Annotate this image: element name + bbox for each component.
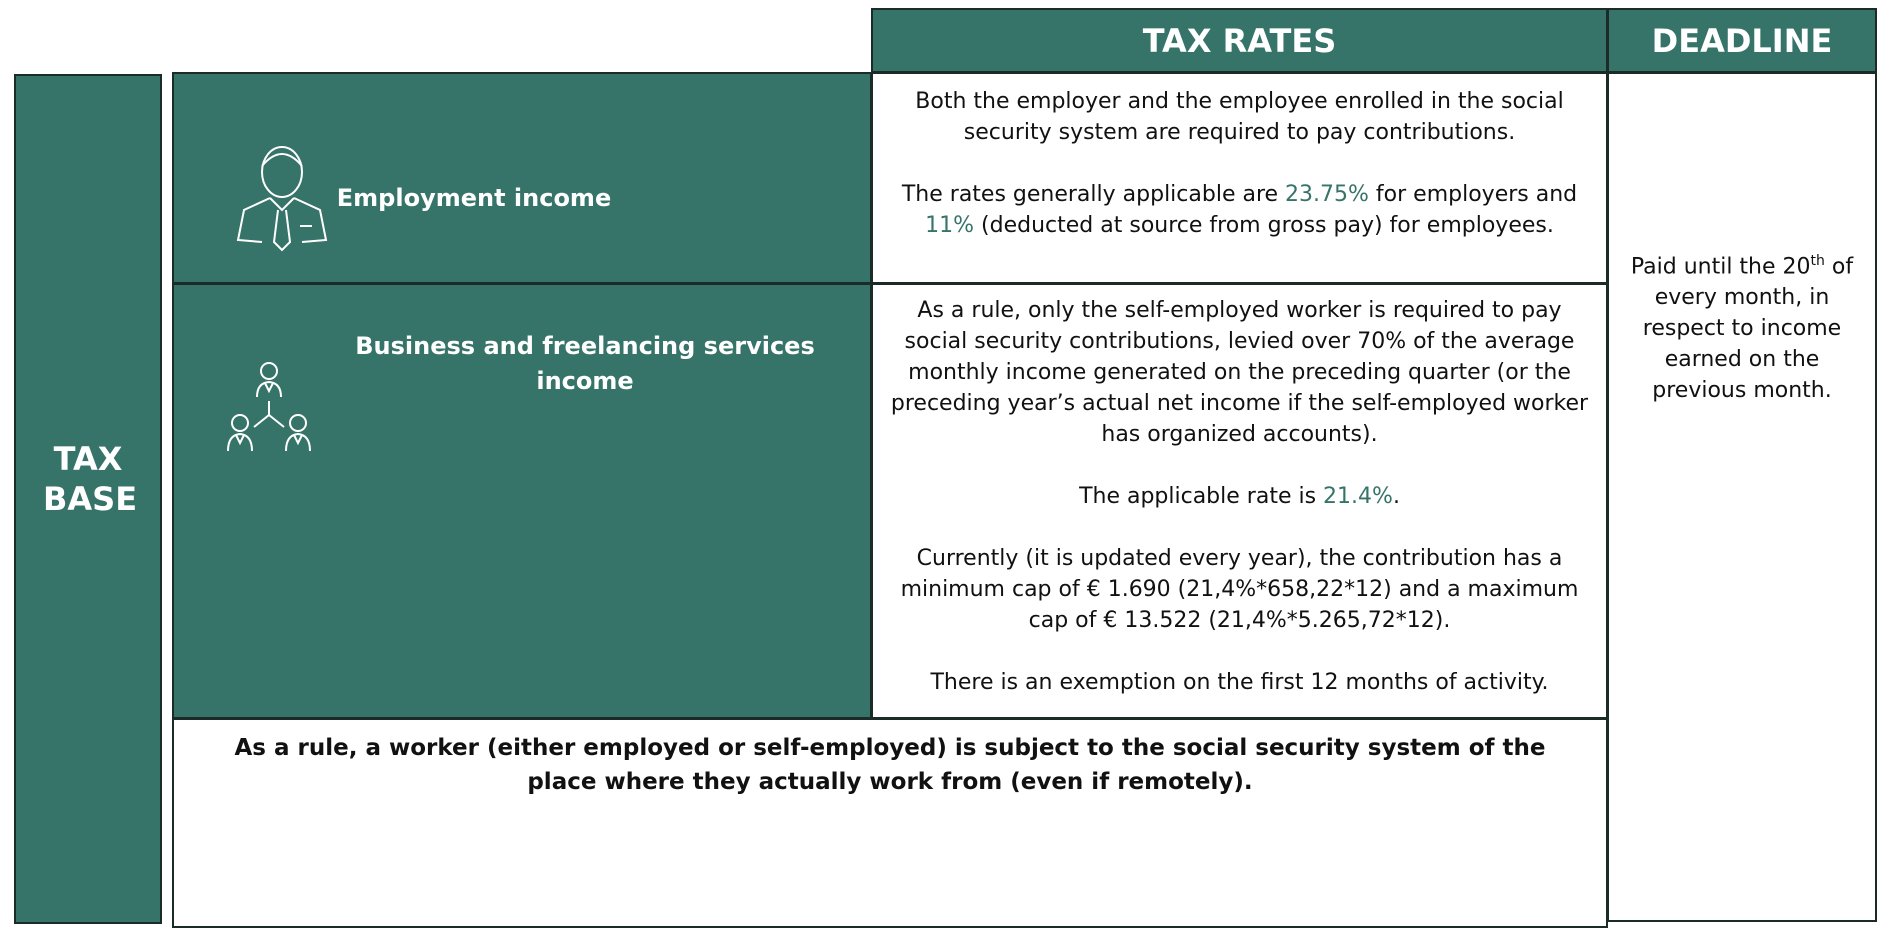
tax-base-column: TAX BASE bbox=[14, 74, 162, 924]
employment-rates-cell: Both the employer and the employee enrol… bbox=[871, 72, 1608, 284]
text: Paid until the 20 bbox=[1630, 254, 1811, 280]
paragraph: Currently (it is updated every year), th… bbox=[887, 543, 1592, 636]
header-text: DEADLINE bbox=[1651, 21, 1833, 60]
text: . bbox=[1392, 484, 1400, 509]
paragraph: Both the employer and the employee enrol… bbox=[887, 86, 1592, 148]
text: of every month, in respect to income ear… bbox=[1642, 254, 1854, 404]
text: The applicable rate is bbox=[1079, 484, 1324, 509]
tax-rates-header: TAX RATES bbox=[871, 8, 1608, 73]
team-icon bbox=[227, 362, 311, 452]
text: th bbox=[1810, 253, 1825, 269]
text: (deducted at source from gross pay) for … bbox=[974, 213, 1554, 238]
paragraph: The applicable rate is 21.4%. bbox=[887, 481, 1592, 512]
employee-icon bbox=[236, 146, 328, 252]
paragraph: As a rule, only the self-employed worker… bbox=[887, 295, 1592, 450]
business-label-cell: Business and freelancing services income bbox=[172, 283, 872, 719]
text: As a rule, only the self-employed worker… bbox=[890, 298, 1589, 447]
employment-label-cell: Employment income bbox=[172, 72, 872, 284]
highlighted-rate: 23.75% bbox=[1285, 182, 1369, 207]
highlighted-rate: 21.4% bbox=[1323, 484, 1393, 509]
business-rates-cell: As a rule, only the self-employed worker… bbox=[871, 283, 1608, 719]
text: The rates generally applicable are bbox=[901, 182, 1286, 207]
note-cell: As a rule, a worker (either employed or … bbox=[172, 718, 1608, 928]
deadline-cell: Paid until the 20th of every month, in r… bbox=[1607, 72, 1877, 922]
paragraph: The rates generally applicable are 23.75… bbox=[887, 179, 1592, 241]
deadline-header: DEADLINE bbox=[1607, 8, 1877, 73]
paragraph: There is an exemption on the first 12 mo… bbox=[887, 667, 1592, 698]
text: Currently (it is updated every year), th… bbox=[900, 546, 1579, 633]
text: for employers and bbox=[1368, 182, 1578, 207]
text: Both the employer and the employee enrol… bbox=[915, 89, 1564, 145]
tax-base-label: TAX BASE bbox=[43, 440, 138, 518]
note-text: As a rule, a worker (either employed or … bbox=[234, 735, 1546, 795]
text: There is an exemption on the first 12 mo… bbox=[930, 670, 1549, 695]
highlighted-rate: 11% bbox=[925, 213, 975, 238]
header-text: TAX RATES bbox=[1142, 21, 1337, 60]
row-label: Business and freelancing services income bbox=[355, 332, 815, 395]
row-label: Employment income bbox=[336, 184, 612, 212]
